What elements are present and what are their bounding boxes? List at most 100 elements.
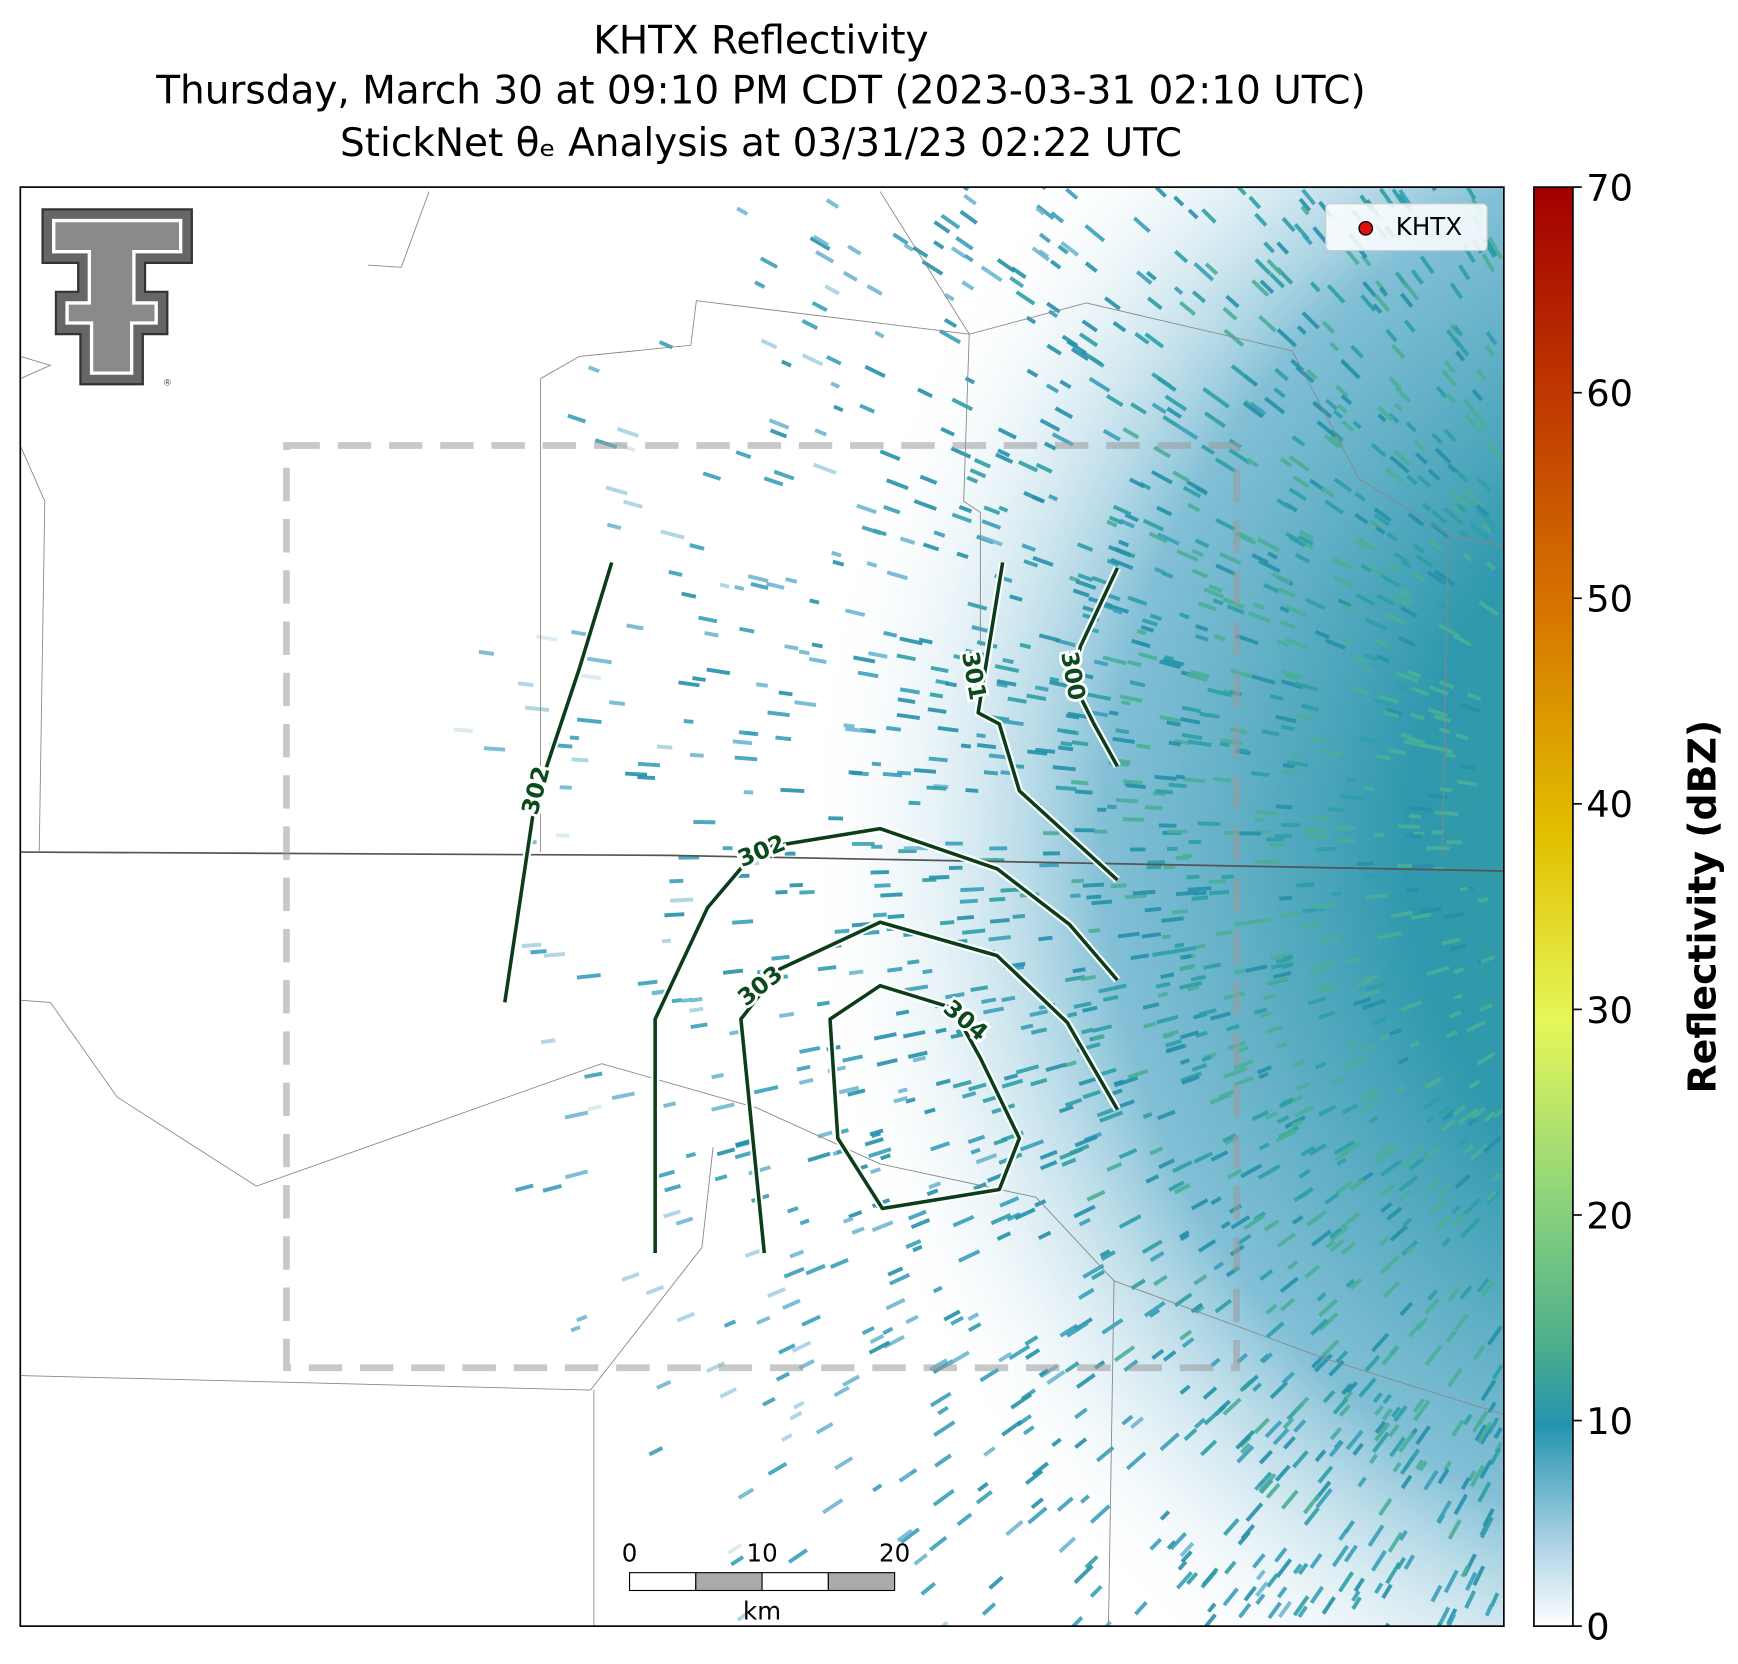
radar-gate — [1292, 1563, 1303, 1575]
radar-gate — [1193, 1417, 1206, 1429]
radar-gate — [1300, 1145, 1316, 1157]
radar-gate — [1459, 1087, 1470, 1096]
radar-gate — [1057, 244, 1069, 255]
radar-gate — [1446, 392, 1457, 404]
radar-gate — [1370, 443, 1387, 458]
radar-gate — [896, 1528, 913, 1543]
radar-gate — [608, 700, 626, 706]
radar-gate — [1021, 543, 1036, 552]
radar-gate — [977, 1481, 989, 1492]
radar-gate — [1373, 513, 1391, 527]
radar-gate — [1285, 604, 1307, 617]
radar-gate — [1086, 692, 1112, 701]
radar-gate — [1377, 413, 1387, 423]
radar-gate — [1390, 1406, 1402, 1418]
radar-gate — [1410, 686, 1429, 697]
radar-gate — [690, 1022, 708, 1029]
radar-gate — [1119, 518, 1135, 529]
radar-gate — [1309, 1553, 1323, 1569]
radar-gate — [1415, 553, 1434, 569]
radar-gate — [1074, 1437, 1088, 1449]
radar-gate — [1177, 1560, 1188, 1571]
radar-gate — [1405, 1245, 1415, 1255]
radar-gate — [1493, 770, 1504, 777]
radar-gate — [1460, 1565, 1470, 1578]
radar-gate — [1039, 418, 1061, 432]
radar-gate — [851, 1226, 865, 1235]
radar-gate — [1441, 937, 1461, 946]
radar-gate — [1447, 1367, 1463, 1388]
radar-gate — [1484, 344, 1495, 357]
radar-gate — [1407, 805, 1432, 812]
radar-gate — [1125, 893, 1147, 900]
radar-gate — [833, 1385, 850, 1398]
radar-gate — [933, 530, 946, 538]
radar-gate — [1327, 807, 1345, 813]
radar-gate — [1072, 967, 1086, 974]
radar-gate — [706, 1361, 726, 1373]
radar-gate — [783, 1266, 805, 1279]
radar-gate — [681, 591, 697, 599]
radar-gate — [1321, 1339, 1340, 1358]
radar-gate — [935, 1027, 947, 1034]
radar-gate — [1292, 1450, 1309, 1469]
radar-gate — [1379, 1235, 1391, 1246]
radar-gate — [1172, 1160, 1193, 1173]
radar-gate — [928, 1181, 942, 1190]
radar-gate — [1447, 1286, 1461, 1302]
radar-gate — [1328, 1359, 1345, 1377]
radar-gate — [1397, 1056, 1410, 1065]
radar-gate — [1130, 847, 1146, 852]
radar-gate — [1448, 943, 1467, 952]
radar-gate — [1377, 405, 1394, 422]
radar-gate — [1001, 1420, 1023, 1437]
radar-gate — [842, 1054, 864, 1063]
radar-gate — [983, 770, 998, 776]
radar-gate — [1238, 1602, 1252, 1619]
radar-gate — [1373, 832, 1384, 838]
radar-gate — [1239, 1442, 1252, 1454]
radar-gate — [1320, 486, 1335, 498]
radar-gate — [1453, 325, 1464, 337]
radar-gate — [924, 1107, 936, 1115]
radar-gate — [1371, 1332, 1390, 1353]
radar-gate — [998, 1351, 1013, 1363]
radar-gate — [1257, 1164, 1281, 1180]
radar-gate — [656, 1379, 672, 1390]
radar-gate — [1376, 639, 1390, 649]
radar-gate — [1265, 1482, 1281, 1499]
radar-gate — [1195, 1030, 1208, 1038]
radar-gate — [1054, 406, 1074, 420]
radar-gate — [1248, 195, 1262, 210]
radar-gate — [1203, 1407, 1224, 1426]
radar-gate — [1005, 1520, 1024, 1537]
radar-gate — [848, 1210, 863, 1219]
radar-gate — [1464, 187, 1477, 200]
radar-gate — [1325, 398, 1338, 411]
radar-gate — [1122, 427, 1140, 440]
radar-gate — [1399, 981, 1417, 991]
radar-gate — [1282, 1417, 1295, 1430]
radar-gate — [1302, 1494, 1321, 1515]
radar-gate — [934, 1453, 952, 1468]
radar-gate — [1213, 1261, 1225, 1271]
radar-gate — [1374, 1404, 1385, 1416]
radar-gate — [1362, 998, 1386, 1011]
radar-gate — [1187, 985, 1200, 992]
radar-gate — [859, 403, 876, 414]
radar-gate — [1279, 1128, 1294, 1139]
radar-gate — [1329, 1426, 1343, 1441]
radar-gate — [605, 485, 628, 496]
radar-gate — [1269, 272, 1286, 289]
colorbar-tick-label: 60 — [1586, 372, 1633, 415]
radar-gate — [1443, 360, 1456, 374]
radar-gate — [1174, 946, 1196, 954]
radar-gate — [1236, 1445, 1255, 1464]
radar-gate — [1440, 1118, 1457, 1132]
radar-gate — [927, 707, 947, 714]
radar-gate — [1031, 246, 1050, 262]
radar-gate — [1276, 1232, 1297, 1248]
radar-gate — [1125, 1451, 1147, 1471]
radar-gate — [1093, 659, 1109, 667]
